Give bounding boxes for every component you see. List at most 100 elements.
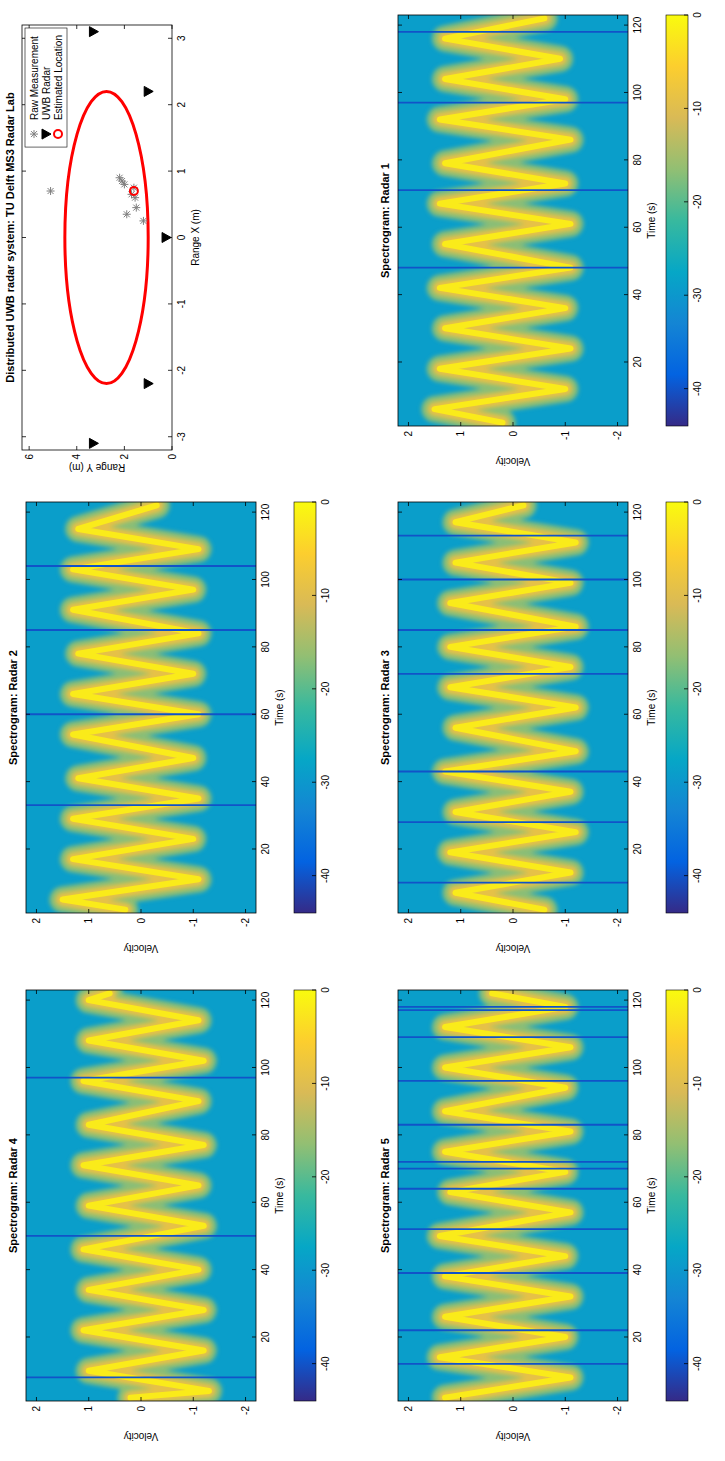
x-tick	[22, 171, 26, 172]
x-tick-label: 40	[260, 1264, 271, 1276]
dropout	[398, 882, 628, 884]
x-tick	[624, 1269, 628, 1270]
x-tick-label: -2	[176, 365, 187, 374]
x-tick-label: 40	[632, 776, 643, 788]
x-tick	[398, 579, 402, 580]
x-tick	[252, 646, 256, 647]
x-tick	[398, 159, 402, 160]
y-tick	[565, 990, 566, 994]
x-tick	[624, 294, 628, 295]
x-tick	[22, 370, 26, 371]
colorbar-tick	[684, 201, 688, 202]
x-tick	[398, 1269, 402, 1270]
y-tick	[460, 422, 461, 426]
x-tick	[398, 1067, 402, 1068]
x-tick	[398, 1336, 402, 1337]
x-tick-label: 1	[176, 168, 187, 174]
y-tick	[617, 1397, 618, 1401]
x-tick	[168, 104, 172, 105]
y-tick-label: 0	[136, 918, 147, 924]
y-tick-label: 1	[455, 1406, 466, 1412]
point	[89, 27, 98, 37]
y-tick	[88, 502, 89, 506]
x-tick-label: 100	[260, 571, 271, 588]
figure-canvas: Distributed UWB radar system: TU Delft M…	[0, 0, 725, 1461]
x-tick-label: 20	[632, 356, 643, 368]
x-tick-label: -1	[176, 299, 187, 308]
colorbar-tick	[684, 1083, 688, 1084]
dropout	[398, 1272, 628, 1274]
ridge-band	[84, 993, 209, 1397]
y-tick	[172, 25, 173, 29]
axes-frame	[398, 990, 628, 1401]
x-tick	[168, 436, 172, 437]
x-tick-label: 120	[632, 16, 643, 33]
y-tick-label: 2	[31, 918, 42, 924]
y-tick	[408, 909, 409, 913]
x-tick-label: 3	[176, 35, 187, 41]
dropout	[26, 1077, 256, 1079]
dropout	[398, 1009, 628, 1011]
x-tick	[26, 714, 30, 715]
colorbar-tick-label: 0	[692, 499, 703, 505]
y-tick-label: -1	[560, 918, 571, 927]
y-tick	[617, 909, 618, 913]
x-tick-label: 60	[632, 221, 643, 233]
x-tick-label: 20	[260, 843, 271, 855]
x-tick-label: 40	[260, 776, 271, 788]
x-tick-label: 40	[632, 289, 643, 301]
y-tick	[36, 502, 37, 506]
legend-label: UWB Radar	[41, 66, 52, 120]
x-tick-label: 100	[632, 1059, 643, 1076]
point	[132, 204, 140, 212]
y-tick	[617, 990, 618, 994]
spectrogram-panel: Spectrogram: Radar 220406080100120-2-101…	[7, 499, 331, 954]
x-axis-title: Time (s)	[274, 1177, 285, 1213]
y-axis-title: Range Y (m)	[69, 462, 125, 473]
y-tick	[245, 909, 246, 913]
spectrogram-panel: Spectrogram: Radar 120406080100120-2-101…	[379, 12, 703, 467]
x-tick-label: 100	[632, 571, 643, 588]
dropout	[398, 579, 628, 581]
x-tick-label: 80	[632, 641, 643, 653]
x-tick	[168, 38, 172, 39]
y-tick-label: 1	[455, 918, 466, 924]
x-tick-label: -3	[176, 432, 187, 441]
y-tick	[408, 1397, 409, 1401]
legend-label: Estimated Location	[53, 35, 64, 120]
legend-label: Raw Measurement	[29, 36, 40, 120]
x-tick	[624, 1000, 628, 1001]
x-tick	[398, 361, 402, 362]
y-tick	[617, 422, 618, 426]
colorbar-tick	[684, 595, 688, 596]
x-axis-title: Time (s)	[646, 1177, 657, 1213]
title: Spectrogram: Radar 2	[7, 650, 19, 765]
y-tick	[245, 502, 246, 506]
colorbar-tick	[312, 782, 316, 783]
y-tick	[565, 422, 566, 426]
x-tick	[252, 512, 256, 513]
y-tick	[513, 502, 514, 506]
colorbar-tick-label: -10	[692, 1076, 703, 1091]
y-tick-label: 2	[403, 1406, 414, 1412]
point	[144, 86, 153, 96]
y-tick-label: 2	[119, 454, 130, 460]
colorbar-tick	[684, 1176, 688, 1177]
dropout	[398, 267, 628, 269]
x-tick	[168, 237, 172, 238]
y-tick	[513, 909, 514, 913]
title: Spectrogram: Radar 3	[379, 650, 391, 765]
x-tick	[398, 25, 402, 26]
marks	[398, 502, 628, 913]
colorbar-tick-label: 0	[692, 12, 703, 18]
y-tick	[460, 990, 461, 994]
axes-frame	[26, 990, 256, 1401]
y-tick	[76, 25, 77, 29]
x-tick	[252, 848, 256, 849]
x-tick	[252, 1269, 256, 1270]
colorbar-tick	[684, 502, 688, 503]
y-tick	[408, 990, 409, 994]
title: Spectrogram: Radar 4	[7, 1137, 19, 1253]
x-tick	[398, 781, 402, 782]
x-tick	[26, 512, 30, 513]
